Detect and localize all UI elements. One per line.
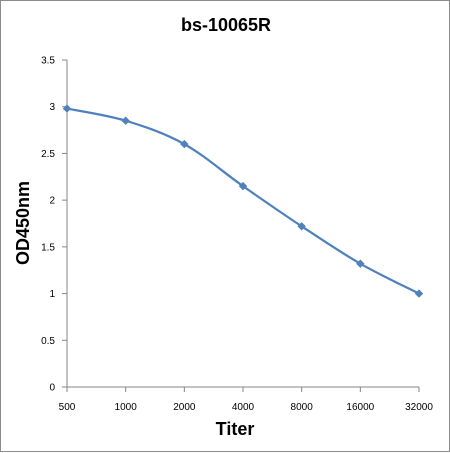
x-tick-label: 32000	[405, 402, 433, 413]
data-point-marker	[180, 139, 189, 149]
data-point-marker	[414, 289, 424, 298]
y-tick-label: 3	[49, 102, 55, 113]
data-point-marker	[297, 222, 306, 231]
x-axis-ticks: 500 1000 2000 4000 8000 16000 32000	[59, 387, 433, 413]
y-tick-label: 0.5	[41, 336, 55, 347]
y-tick-label: 3.5	[41, 56, 55, 67]
data-point-marker	[356, 259, 365, 268]
y-axis-ticks: 0 0.5 1 1.5 2 2.5 3 3.5	[41, 56, 67, 394]
x-tick-label: 16000	[346, 402, 374, 413]
y-tick-label: 1	[49, 289, 55, 300]
x-tick-label: 8000	[291, 402, 314, 413]
y-tick-label: 1.5	[41, 242, 55, 253]
y-tick-label: 2	[49, 196, 55, 207]
x-tick-label: 4000	[232, 402, 255, 413]
y-tick-label: 0	[49, 383, 55, 394]
data-point-marker	[62, 104, 72, 113]
chart-title: bs-10065R	[181, 15, 271, 35]
x-axis-title: Titer	[216, 419, 255, 439]
x-tick-label: 500	[59, 402, 76, 413]
y-tick-label: 2.5	[41, 149, 55, 160]
series-line	[66, 107, 420, 295]
x-tick-label: 2000	[173, 402, 196, 413]
x-tick-label: 1000	[115, 402, 138, 413]
y-axis-title: OD450nm	[13, 181, 33, 265]
data-point-marker	[238, 181, 248, 191]
data-point-marker	[121, 116, 130, 125]
series-markers	[62, 104, 424, 298]
